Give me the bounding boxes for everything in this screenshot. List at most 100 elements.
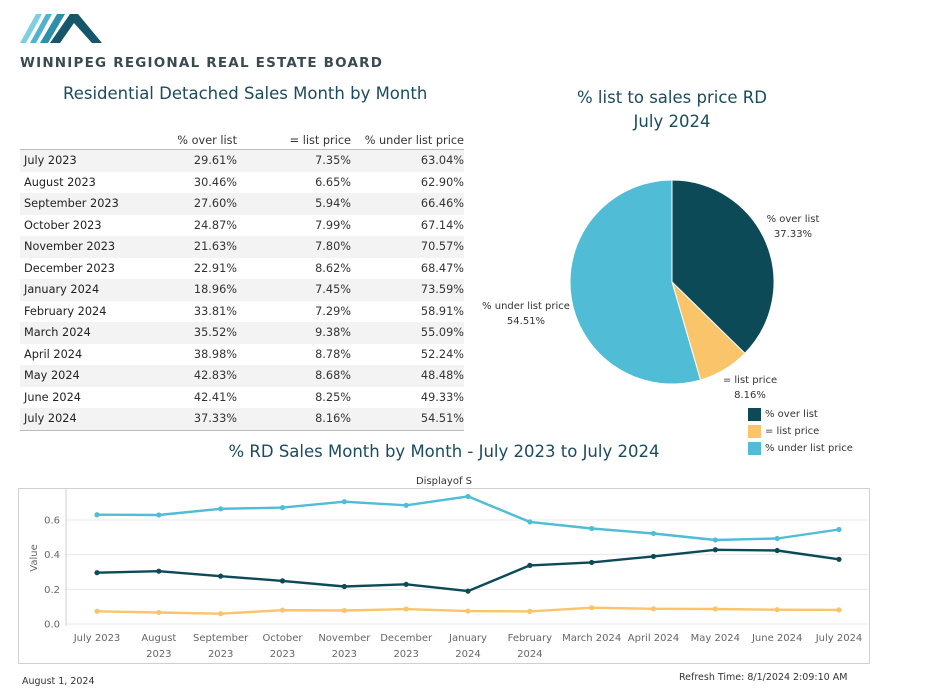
data-point-under — [403, 502, 409, 508]
over-cell: 27.60% — [170, 193, 237, 215]
table-row: June 2024 42.41% 8.25% 49.33% — [20, 387, 464, 409]
table-row: December 2023 22.91% 8.62% 68.47% — [20, 258, 464, 280]
data-point-list — [218, 611, 224, 617]
under-cell: 48.48% — [351, 365, 464, 387]
x-tick-label: May 2024 — [691, 633, 740, 644]
data-point-under — [650, 530, 657, 537]
sales-table: % over list = list price % under list pr… — [20, 129, 464, 431]
x-tick-label: July 2023 — [73, 633, 121, 644]
data-point-under — [589, 525, 595, 532]
x-tick-label: 2023 — [270, 649, 295, 660]
line-chart: Displayof S 0.0 0.2 0.4 0.6 Value July 2023 Aug… — [18, 476, 870, 664]
report-date: August 1, 2024 — [22, 676, 95, 687]
header-under: % under list price — [351, 129, 464, 150]
x-tick-label: October — [262, 633, 303, 644]
under-cell: 52.24% — [420, 347, 464, 361]
over-cell: 38.98% — [193, 347, 237, 361]
data-point-list — [94, 608, 100, 614]
legend-item-list: = list price — [748, 423, 853, 440]
under-cell: 70.57% — [351, 236, 464, 258]
over-cell: 33.81% — [193, 304, 237, 318]
over-cell: 37.33% — [170, 408, 237, 431]
table-row: February 2024 33.81% 7.29% 58.91% — [20, 301, 464, 323]
under-cell: 67.14% — [420, 218, 464, 232]
list-cell: 7.99% — [315, 218, 351, 232]
chart-subtitle: Displayof S — [416, 476, 472, 487]
table-row: January 2024 18.96% 7.45% 73.59% — [20, 279, 464, 301]
x-tick-label: November — [318, 633, 371, 644]
data-point-over — [156, 568, 162, 574]
data-point-list — [589, 605, 595, 611]
legend-swatch-list — [748, 425, 761, 438]
pie-label-under: % under list price 54.51% — [476, 299, 576, 329]
data-point-list — [156, 609, 162, 616]
y-tick-label: 0.6 — [44, 516, 60, 527]
pie-label-over-value: 37.33% — [773, 229, 813, 240]
pie-legend: % over list = list price % under list pr… — [748, 406, 853, 457]
over-cell: 29.61% — [170, 149, 237, 172]
list-cell: 5.94% — [237, 193, 351, 215]
data-point-under — [279, 505, 286, 511]
under-cell: 62.90% — [420, 175, 464, 189]
data-point-over — [218, 573, 224, 579]
data-point-list — [712, 606, 718, 612]
month-cell: December 2023 — [24, 261, 115, 275]
data-point-under — [774, 535, 780, 542]
list-cell: 7.35% — [237, 149, 351, 172]
y-axis-label: Value — [29, 544, 40, 571]
under-cell: 55.09% — [351, 322, 464, 344]
x-tick-label: February — [508, 633, 552, 644]
under-cell: 68.47% — [420, 261, 464, 275]
data-point-under — [465, 493, 471, 500]
x-tick-label: December — [380, 633, 433, 644]
pie-title-line1: % list to sales price RD — [577, 88, 767, 107]
data-point-list — [465, 608, 471, 614]
brand-logo — [20, 14, 102, 43]
refresh-time: Refresh Time: 8/1/2024 2:09:10 AM — [679, 672, 848, 683]
under-cell: 63.04% — [351, 149, 464, 172]
data-point-over — [341, 583, 347, 590]
pie-title-line2: July 2024 — [633, 112, 711, 131]
table-header-row: % over list = list price % under list pr… — [20, 129, 464, 150]
data-point-list — [836, 607, 842, 613]
x-tick-label: 2023 — [208, 649, 233, 660]
x-tick-label: August — [141, 633, 176, 644]
under-cell: 73.59% — [351, 279, 464, 301]
list-cell: 8.68% — [237, 365, 351, 387]
header-list: = list price — [237, 129, 351, 150]
header-month — [20, 129, 170, 150]
table-row: July 2023 29.61% 7.35% 63.04% — [20, 149, 464, 172]
list-cell: 7.80% — [237, 236, 351, 258]
month-cell: January 2024 — [20, 279, 170, 301]
pie-label-over: % over list 37.33% — [755, 212, 831, 242]
x-tick-label: June 2024 — [751, 633, 802, 644]
data-point-under — [712, 537, 718, 543]
over-cell: 42.83% — [170, 365, 237, 387]
list-cell: 8.16% — [237, 408, 351, 431]
data-point-list — [650, 606, 657, 612]
pie-label-under-value: 54.51% — [506, 316, 546, 327]
pie-chart — [569, 179, 775, 385]
y-tick-label: 0.4 — [44, 550, 60, 561]
legend-item-over: % over list — [748, 406, 853, 423]
x-tick-label: 2024 — [455, 649, 480, 660]
data-point-list — [774, 607, 780, 613]
data-point-over — [279, 578, 286, 584]
over-cell: 18.96% — [170, 279, 237, 301]
data-point-under — [218, 506, 224, 512]
list-cell: 8.78% — [315, 347, 351, 361]
over-cell: 30.46% — [193, 175, 237, 189]
pie-title: % list to sales price RD July 2024 — [560, 86, 784, 134]
list-cell: 7.45% — [237, 279, 351, 301]
table-body: July 2023 29.61% 7.35% 63.04% August 2023 30.… — [20, 149, 464, 431]
data-point-list — [403, 606, 409, 612]
under-cell: 49.33% — [420, 390, 464, 404]
data-point-over — [712, 547, 718, 553]
pie-label-under-name: % under list price — [482, 301, 570, 312]
legend-swatch-over — [748, 408, 761, 421]
data-point-over — [403, 581, 409, 587]
month-cell: May 2024 — [20, 365, 170, 387]
month-cell: August 2023 — [24, 175, 96, 189]
table-row: October 2023 24.87% 7.99% 67.14% — [20, 215, 464, 237]
x-tick-label: 2023 — [393, 649, 418, 660]
